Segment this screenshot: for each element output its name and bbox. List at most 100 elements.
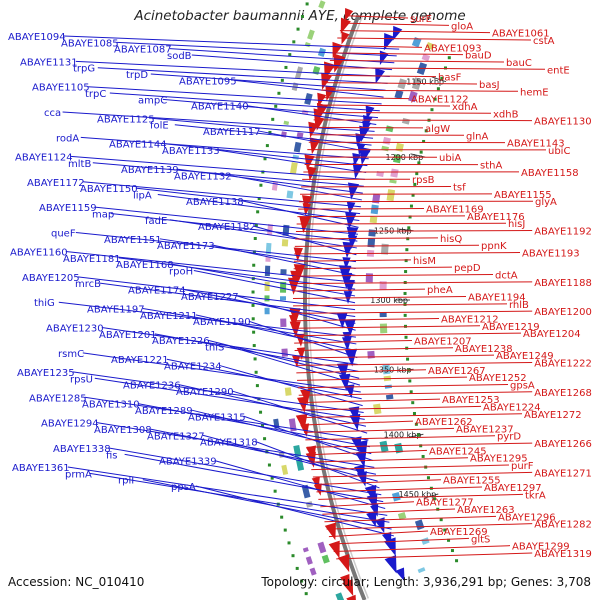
minor-tick [406,357,410,361]
label-leader [309,457,469,463]
feature-band-1 [408,90,418,103]
feature-band-3 [318,0,326,9]
tick-mark [431,76,447,83]
label-leader [311,464,510,471]
feature-band-2 [292,154,300,160]
feature-band-1 [385,394,394,400]
minor-tick [280,515,284,519]
feature-band-3 [273,418,280,429]
gene-label-ubiA: ubiA [439,153,461,164]
forward-gene-arrow [346,201,356,215]
feature-band-0 [368,229,376,237]
feature-band-1 [425,42,435,51]
reverse-gene-arrow [289,321,301,338]
gene-label-ABAYE1211: ABAYE1211 [140,311,198,322]
gene-label-ABAYE1168: ABAYE1168 [116,260,174,271]
minor-tick [403,291,407,295]
minor-tick [412,411,416,415]
reverse-gene-arrow [340,17,351,34]
gene-label-cca: cca [44,108,61,119]
minor-tick [253,357,257,361]
minor-tick [455,559,459,563]
minor-tick [424,129,428,133]
gene-label-entE: entE [547,65,570,76]
gene-label-ABAYE1143: ABAYE1143 [507,139,565,150]
feature-band-2 [301,109,309,115]
feature-band-2 [335,592,345,600]
tick-label: 1150 kbp [406,78,444,87]
feature-band-0 [367,350,375,359]
gene-label-bauC: bauC [506,58,532,69]
gene-label-ABAYE1252: ABAYE1252 [469,373,527,384]
feature-band-1 [386,189,396,202]
feature-band-1 [421,537,430,545]
feature-band-3 [265,242,272,255]
minor-tick [407,226,411,230]
forward-gene-arrow [383,537,396,557]
label-leader [67,466,388,516]
label-leader [89,472,390,523]
label-leader [77,276,356,311]
map-title: Acinetobacter baumannii AYE, complete ge… [134,8,466,24]
label-leader [293,274,494,277]
gene-label-trpG: trpG [73,64,95,75]
label-leader [320,501,415,508]
gene-label-ABAYE1221: ABAYE1221 [111,355,169,366]
minor-tick [268,130,272,134]
gene-label-ABAYE1263: ABAYE1263 [457,505,515,516]
tick-label: 1350 kbp [374,365,412,374]
label-leader [94,206,359,235]
minor-tick [263,157,267,161]
gene-label-ABAYE1338: ABAYE1338 [53,444,111,455]
gene-label-ABAYE1234: ABAYE1234 [164,362,222,373]
label-leader [312,471,533,478]
label-leader [294,244,480,247]
forward-gene-arrow [395,567,405,582]
gene-label-map: map [92,209,114,220]
forward-gene-arrow [392,25,403,41]
feature-band-0 [382,136,391,145]
reverse-gene-arrow [288,277,300,295]
feature-band-3 [304,41,311,48]
gene-label-ABAYE1155: ABAYE1155 [494,190,552,201]
minor-tick [256,210,260,214]
label-leader [164,143,368,167]
gene-label-ABAYE1204: ABAYE1204 [523,329,581,340]
label-leader [293,332,522,337]
label-leader [300,405,482,411]
gene-label-hisJ: hisJ [508,219,525,230]
gene-label-tsf: tsf [453,183,466,194]
gene-label-surE: surE [410,14,432,25]
feature-band-2 [293,445,302,458]
forward-gene-arrow [342,241,354,259]
label-leader [308,449,428,456]
label-leader [295,230,533,233]
gene-label-ABAYE1194: ABAYE1194 [468,292,526,303]
gene-label-trpD: trpD [126,70,148,81]
tick-mark [398,228,414,232]
minor-tick [251,290,255,294]
gene-label-ABAYE1318: ABAYE1318 [200,438,258,449]
gene-label-ABAYE1182: ABAYE1182 [198,222,256,233]
gene-label-ABAYE1095: ABAYE1095 [179,76,237,87]
label-leader [193,270,356,304]
feature-band-0 [370,204,379,215]
gene-label-ABAYE1205: ABAYE1205 [22,273,80,284]
forward-gene-arrow [355,450,367,468]
feature-band-0 [394,89,404,100]
label-leader [302,420,414,426]
minor-tick [413,182,417,186]
minor-tick [259,183,263,187]
gene-label-prmA: prmA [65,469,92,480]
gene-label-ABAYE1253: ABAYE1253 [442,395,500,406]
label-leader [293,281,533,285]
gene-label-purF: purF [511,461,534,472]
gene-label-bauD: bauD [465,51,492,62]
label-leader [331,537,470,545]
label-leader [212,244,356,276]
feature-band-2 [286,190,294,199]
feature-band-2 [304,93,313,105]
gene-label-ABAYE1160: ABAYE1160 [10,247,68,258]
gene-label-ABAYE1159: ABAYE1159 [39,203,97,214]
